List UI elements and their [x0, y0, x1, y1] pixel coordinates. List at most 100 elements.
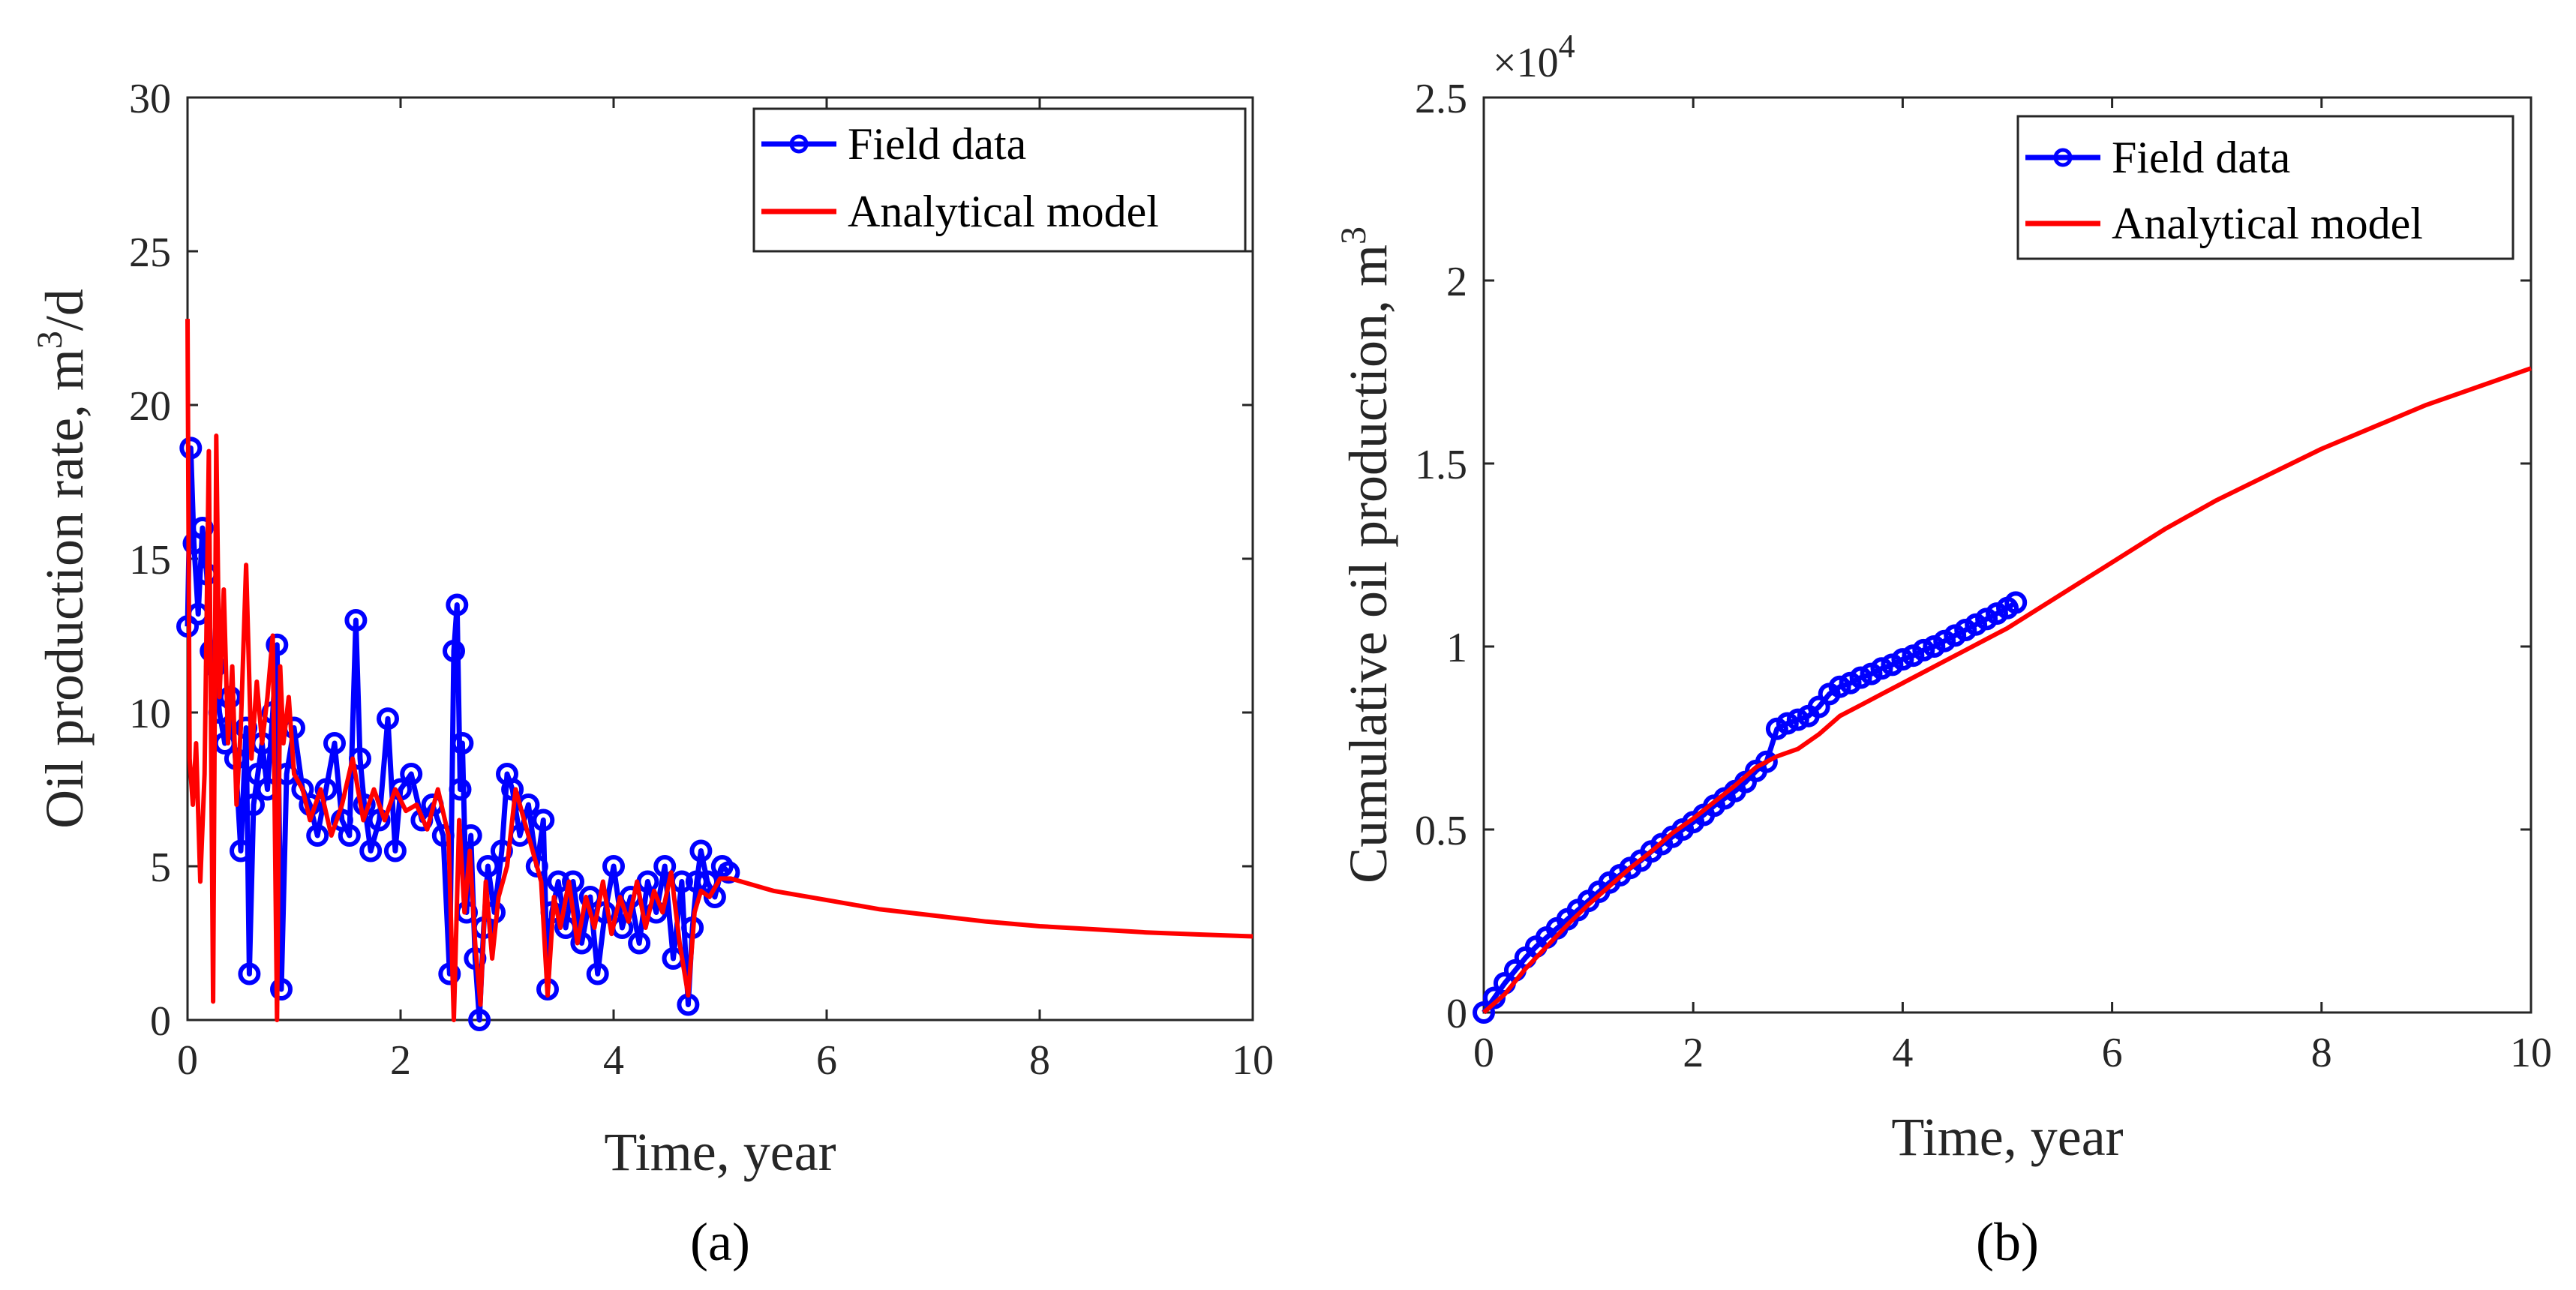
x-axis-label-a: Time, year [604, 1122, 836, 1182]
data-point-a-69 [586, 962, 609, 986]
legend-b: Field data Analytical model [2016, 115, 2514, 260]
data-point-a-36 [377, 707, 399, 730]
x-tick-label-a-0: 0 [177, 1037, 198, 1084]
y-tick-label-a-5: 25 [129, 230, 171, 276]
y-tick-label-b-1: 0.5 [1415, 808, 1467, 854]
legend-marker-field-a [789, 134, 809, 154]
legend-label-model-b: Analytical model [2112, 199, 2423, 248]
data-point-a-30 [338, 824, 361, 847]
data-point-a-31 [344, 609, 368, 632]
y-tick-label-b-4: 2 [1446, 259, 1467, 305]
data-point-a-44 [443, 640, 465, 662]
x-tick-label-a-1: 2 [390, 1037, 411, 1084]
data-point-b-29 [1776, 712, 1799, 735]
legend-label-model-a: Analytical model [848, 187, 1159, 236]
data-point-a-37 [383, 839, 407, 862]
legend-box-a [752, 107, 1247, 253]
data-point-a-61 [532, 808, 555, 832]
data-point-a-83 [689, 839, 713, 862]
y-tick-label-b-5: 2.5 [1415, 76, 1467, 122]
series-lines-b [1473, 366, 2532, 1024]
data-point-a-74 [628, 932, 651, 955]
y-axis-label-a: Oil production rate, m3/d [30, 289, 95, 829]
legend-label-field-b: Field data [2112, 133, 2290, 182]
y-axis-label-b: Cumulative oil production, m3 [1334, 226, 1398, 884]
y-axis-label-a-suffix: /d [35, 289, 95, 331]
data-point-b-27 [1755, 750, 1778, 773]
x-tick-label-b-3: 6 [2102, 1030, 2123, 1076]
y-tick-label-b-0: 0 [1446, 991, 1467, 1037]
chart-panel-b: 0 2 4 6 8 10 0 0.5 1 1.5 2 2.5 Field data Analytica… [1334, 28, 2552, 1272]
data-point-a-82 [685, 870, 708, 893]
data-point-b-40 [1891, 648, 1914, 671]
data-point-a-21 [270, 978, 293, 1000]
series-line-b-1 [1482, 366, 2532, 1015]
data-point-a-15 [242, 794, 265, 816]
panel-label-a: (a) [690, 1212, 750, 1272]
x-tick-label-b-2: 4 [1892, 1030, 1913, 1076]
data-point-a-43 [438, 962, 461, 986]
data-point-a-34 [359, 839, 383, 862]
data-point-b-42 [1912, 638, 1935, 662]
series-lines-a [176, 319, 1253, 1031]
x-tick-label-a-2: 4 [603, 1037, 624, 1084]
data-point-a-14 [238, 962, 261, 986]
data-point-a-26 [306, 824, 329, 847]
y-tick-label-a-4: 20 [129, 383, 171, 430]
y-axis-label-a-sup: 3 [30, 331, 70, 349]
x-tick-label-b-4: 8 [2311, 1030, 2332, 1076]
y-tick-label-a-2: 10 [129, 691, 171, 737]
data-point-a-46 [449, 778, 472, 801]
legend-label-field-a: Field data [848, 119, 1026, 169]
x-tick-label-a-5: 10 [1232, 1037, 1274, 1084]
data-point-b-30 [1786, 708, 1809, 731]
exponent-label-b-base: ×10 [1493, 40, 1559, 86]
data-point-a-16 [246, 763, 269, 785]
y-tick-label-a-1: 5 [150, 844, 171, 891]
data-point-b-51 [2004, 591, 2028, 614]
data-point-a-27 [314, 778, 338, 801]
tick-labels-b: 0 2 4 6 8 10 0 0.5 1 1.5 2 2.5 [1415, 76, 2552, 1076]
y-tick-label-b-2: 1 [1446, 625, 1467, 671]
data-point-a-39 [400, 763, 423, 785]
y-axis-label-b-sup: 3 [1334, 226, 1374, 244]
data-point-a-1 [179, 436, 203, 460]
data-point-a-87 [717, 861, 740, 884]
y-tick-label-a-3: 15 [129, 537, 171, 584]
data-point-a-71 [602, 855, 625, 878]
x-tick-label-b-0: 0 [1473, 1030, 1494, 1076]
data-point-a-28 [323, 732, 346, 754]
data-point-a-66 [562, 870, 584, 893]
y-tick-label-a-0: 0 [150, 998, 171, 1045]
data-point-a-42 [431, 824, 455, 847]
data-point-a-67 [570, 932, 593, 955]
data-point-a-53 [476, 855, 500, 878]
data-point-b-36 [1849, 666, 1872, 689]
legend-a: Field data Analytical model [752, 107, 1247, 253]
data-point-b-38 [1870, 657, 1893, 680]
y-tick-label-a-6: 30 [129, 76, 171, 122]
panel-label-b: (b) [1976, 1212, 2039, 1272]
exponent-label-b-sup: 4 [1559, 28, 1575, 64]
data-point-a-60 [525, 855, 548, 878]
data-point-b-0 [1473, 1001, 1495, 1024]
tick-labels-a: 0 2 4 6 8 10 0 5 10 15 20 25 30 [129, 76, 1274, 1084]
x-tick-label-a-4: 8 [1029, 1037, 1050, 1084]
x-tick-label-a-3: 6 [816, 1037, 837, 1084]
y-tick-label-b-3: 1.5 [1415, 442, 1467, 488]
data-point-a-77 [653, 855, 677, 878]
exponent-label-b: ×104 [1493, 28, 1575, 86]
chart-panel-a: 0 2 4 6 8 10 0 5 10 15 20 25 30 Field data Analytica… [30, 76, 1274, 1272]
y-axis-label-a-main: Oil production rate, m [35, 349, 95, 829]
series-line-a-1 [185, 319, 1253, 1022]
data-point-a-51 [468, 1009, 491, 1031]
data-point-b-34 [1828, 675, 1851, 698]
data-point-a-20 [266, 633, 289, 656]
x-axis-label-b: Time, year [1891, 1107, 2123, 1167]
y-axis-label-b-main: Cumulative oil production, m [1338, 244, 1398, 884]
x-tick-label-b-5: 10 [2510, 1030, 2552, 1076]
data-point-a-12 [230, 839, 252, 862]
legend-marker-field-b [2053, 148, 2073, 167]
legend-box-b [2016, 115, 2514, 260]
